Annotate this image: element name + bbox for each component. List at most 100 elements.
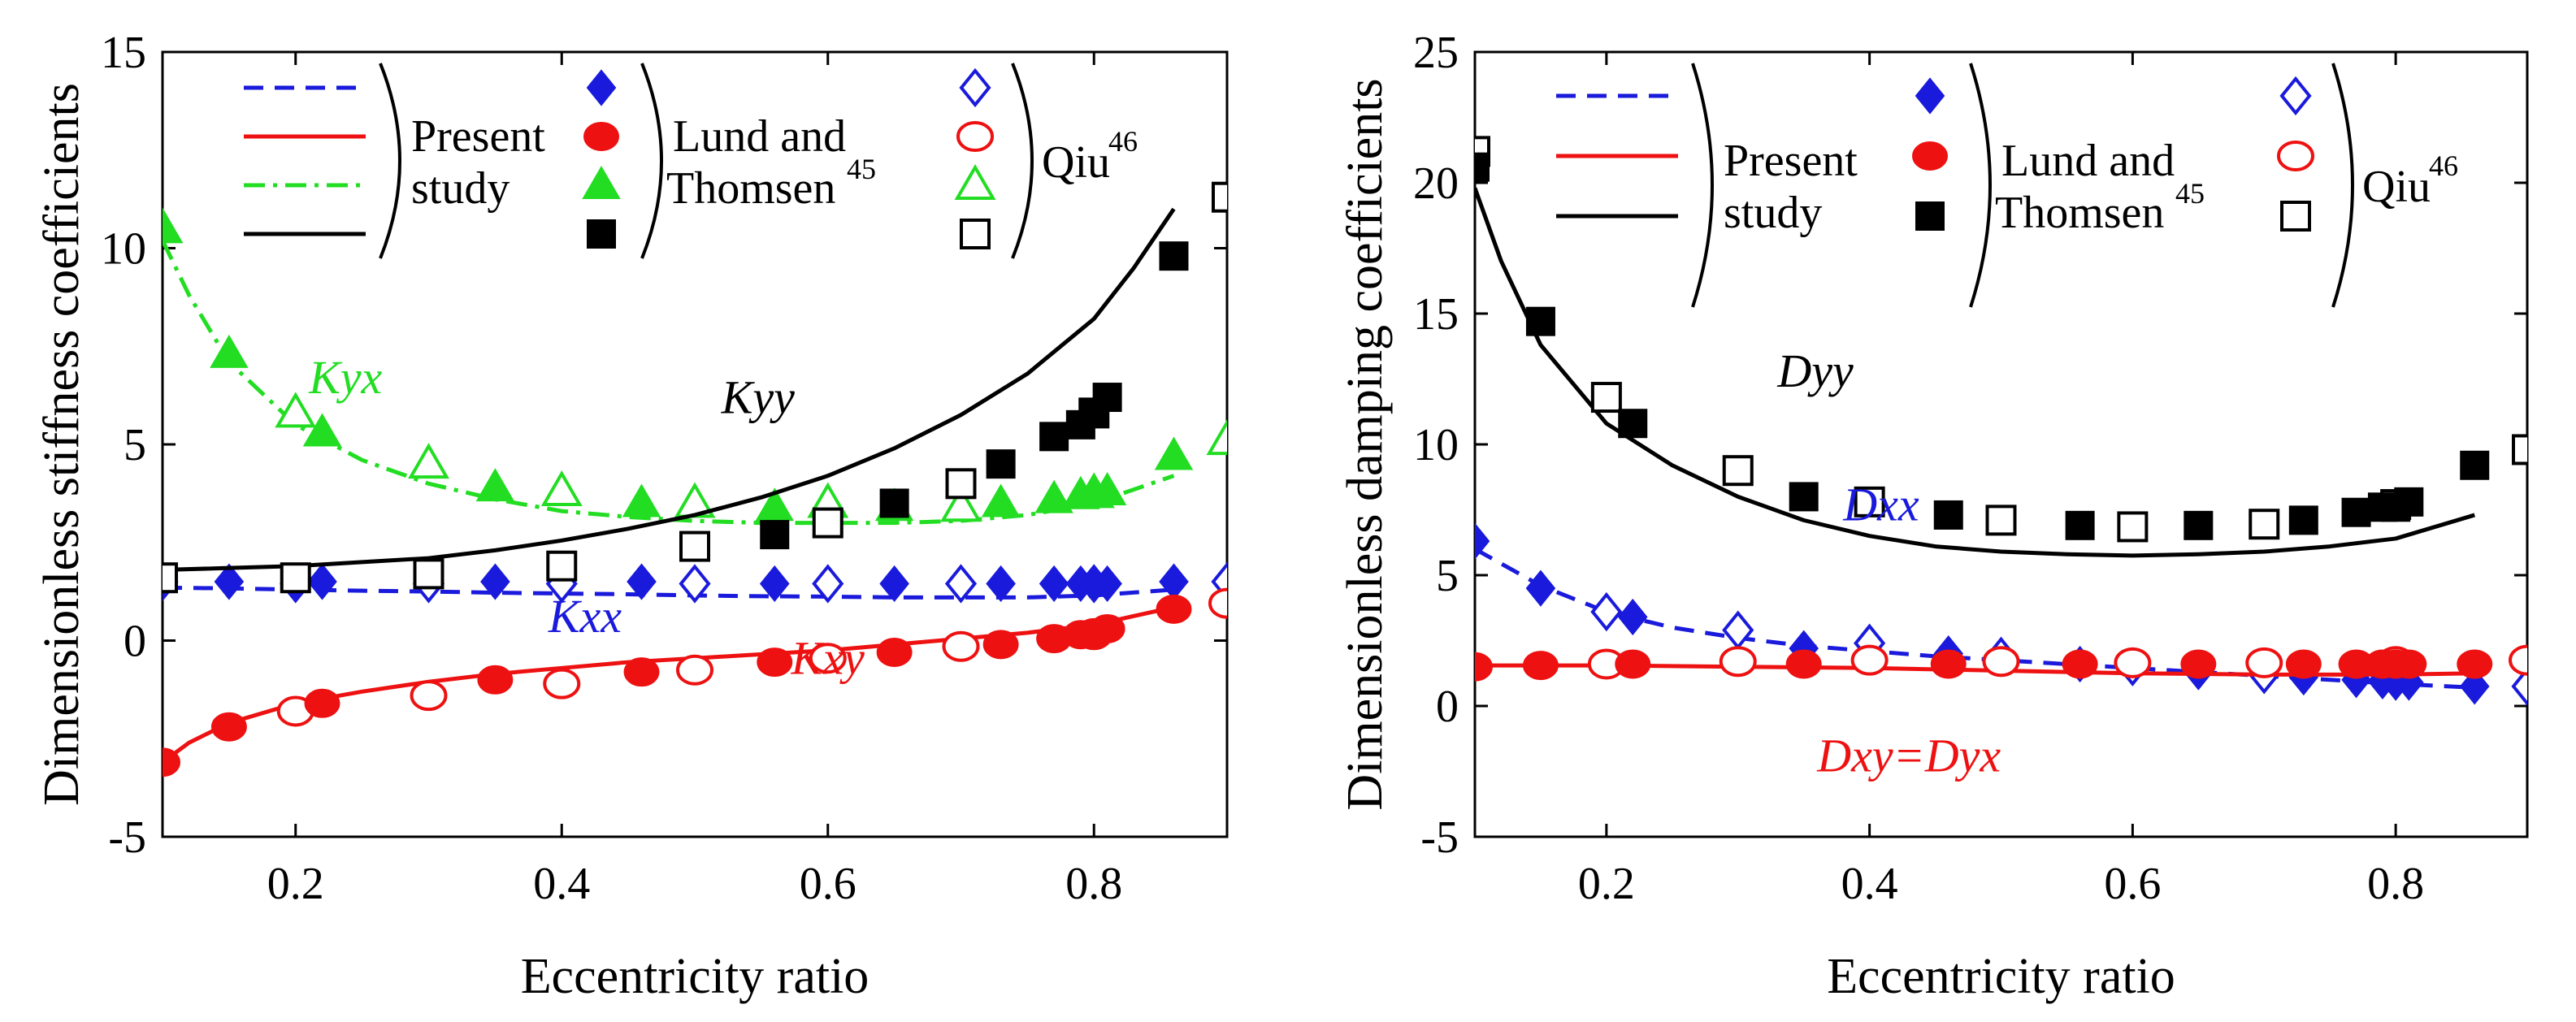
legend-superscript-qiu: 46 [1108, 125, 1138, 158]
x-axis-label: Eccentricity ratio [1827, 949, 2175, 1004]
lund-point-kyx [475, 468, 515, 502]
lund-point-dxx [2459, 668, 2490, 705]
lund-point-dxydyx [1522, 651, 1559, 681]
legend-marker-lund [1915, 201, 1945, 231]
plot-area [1475, 136, 2527, 707]
legend-brace-present [379, 63, 401, 259]
y-tick-label: -5 [108, 812, 146, 863]
lund-point-kxx [759, 565, 790, 603]
qiu-point-dxydyx [2245, 647, 2283, 678]
legend-superscript-lund: 45 [2175, 177, 2205, 210]
series-label-kxx: Kxx [548, 590, 622, 643]
x-tick-label: 0.2 [1578, 859, 1635, 909]
x-tick-label: 0.2 [267, 859, 324, 909]
legend-marker-qiu [954, 164, 996, 200]
y-axis-label: Dimensionless damping coefficients [1338, 78, 1393, 810]
lund-point-dyy [1475, 152, 1490, 182]
curve-kxy [163, 605, 1175, 764]
legend-marker-qiu [2280, 201, 2311, 232]
damping-chart: 0.2 0.4 0.6 0.8 -5 0 5 10 15 20 25 Eccentricity rat… [1338, 28, 2529, 1004]
legend-superscript-lund: 45 [847, 153, 876, 185]
qiu-point-kyy [1212, 181, 1227, 213]
x-tick-label: 0.4 [533, 859, 590, 909]
lund-point-kxx [1092, 565, 1122, 603]
lund-point-kxy [982, 630, 1019, 660]
legend-marker-qiu [2279, 76, 2312, 116]
lund-point-kyx [622, 483, 661, 517]
qiu-point-kyy [812, 507, 843, 539]
lund-point-kyx [1154, 436, 1194, 470]
lund-point-dyy [2184, 510, 2214, 540]
qiu-point-kyy [945, 468, 977, 500]
qiu-point-kxy [942, 630, 980, 662]
lund-point-kxy [757, 647, 793, 678]
lund-point-kxy [304, 688, 340, 718]
legend-marker-qiu [959, 67, 991, 108]
lund-point-kxx [986, 565, 1016, 603]
lund-point-kxx [307, 563, 337, 600]
lund-point-kxy [210, 712, 247, 742]
x-tick-label: 0.4 [1841, 859, 1898, 909]
x-tick-label: 0.8 [1065, 859, 1122, 909]
legend-marker-qiu [956, 121, 994, 152]
curve-kyy [163, 207, 1176, 573]
qiu-point-dyy [1722, 455, 1754, 487]
qiu-point-dxydyx [1719, 646, 1757, 678]
x-tick-label: 0.6 [2104, 859, 2161, 909]
y-tick-label: 5 [124, 420, 146, 470]
legend-brace-lund [640, 63, 663, 259]
qiu-point-dyy [2512, 434, 2527, 466]
lund-point-kxy [1156, 594, 1192, 624]
lund-point-kyy [986, 449, 1016, 479]
lund-point-kyy [879, 488, 909, 518]
lund-point-kxy [163, 747, 180, 777]
legend-marker-lund [582, 166, 621, 199]
lund-point-kyx [163, 209, 182, 243]
qiu-point-dyy [2117, 511, 2149, 543]
series-label-kxy: Kxy [791, 632, 865, 685]
y-axis-label: Dimensionless stiffness coefficients [34, 83, 89, 806]
lund-point-kyx [1087, 471, 1127, 505]
legend-marker-lund [1912, 141, 1948, 171]
lund-point-dxydyx [1475, 652, 1493, 682]
qiu-point-kyy [413, 558, 445, 590]
lund-point-dxydyx [2062, 649, 2098, 679]
qiu-point-dxydyx [1850, 644, 1889, 676]
legend-label-qiu: Qiu [1042, 137, 1110, 188]
qiu-point-dyy [1854, 486, 1885, 517]
lund-point-kxx [1039, 565, 1069, 603]
legend-label-study: study [1724, 188, 1822, 238]
plot-area [163, 181, 1227, 777]
lund-point-dyy [1933, 500, 1963, 530]
lund-point-kyy [1039, 422, 1069, 452]
lund-point-dxydyx [1785, 649, 1822, 679]
legend-marker-lund [583, 122, 619, 151]
lund-point-dyy [1789, 482, 1819, 512]
qiu-point-kyx [940, 486, 982, 522]
x-tick-label: 0.6 [800, 859, 856, 909]
legend-label-present: Present [411, 111, 545, 162]
lund-point-kyy [1159, 241, 1189, 271]
qiu-point-kxy [543, 668, 581, 699]
qiu-point-kxy [676, 654, 713, 686]
legend-brace-lund [1969, 63, 1992, 308]
qiu-point-kyx [275, 392, 317, 428]
lund-point-kxy [477, 665, 514, 695]
lund-point-dxydyx [2285, 649, 2322, 679]
y-tick-label: 5 [1436, 551, 1459, 601]
lund-point-dxydyx [1615, 649, 1651, 679]
lund-point-kxy [623, 657, 660, 687]
qiu-point-kxy [1208, 587, 1227, 619]
qiu-point-dxx [1590, 591, 1623, 632]
legend-label-thomsen: Thomsen [1995, 188, 2164, 238]
qiu-point-kxy [809, 643, 847, 674]
qiu-point-kyx [540, 470, 583, 506]
y-tick-label: 10 [1413, 420, 1459, 470]
qiu-point-kyx [408, 443, 449, 479]
legend-marker-lund [587, 219, 616, 249]
qiu-point-kyy [163, 562, 178, 594]
legend-brace-present [1691, 63, 1714, 308]
x-tick-label: 0.8 [2367, 859, 2424, 909]
